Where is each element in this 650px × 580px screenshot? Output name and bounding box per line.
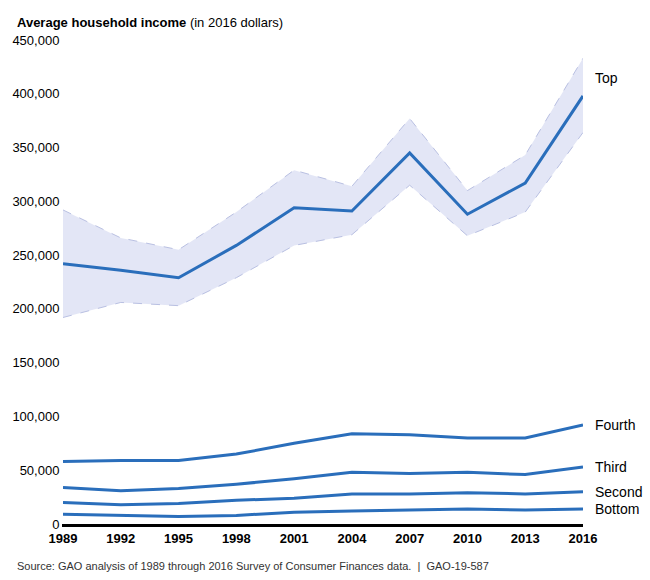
svg-text:Top: Top [595,70,618,86]
svg-text:0: 0 [52,517,59,532]
svg-text:50,000: 50,000 [20,463,60,478]
svg-text:2010: 2010 [453,531,482,546]
svg-text:2007: 2007 [395,531,424,546]
svg-text:1995: 1995 [164,531,193,546]
svg-text:1989: 1989 [49,531,78,546]
svg-text:Average household income (in 2: Average household income (in 2016 dollar… [17,15,283,30]
svg-text:400,000: 400,000 [12,86,59,101]
svg-text:200,000: 200,000 [12,301,59,316]
svg-text:300,000: 300,000 [12,194,59,209]
svg-text:350,000: 350,000 [12,140,59,155]
svg-text:2016: 2016 [569,531,598,546]
svg-text:2013: 2013 [511,531,540,546]
svg-text:Source: GAO analysis of 1989 t: Source: GAO analysis of 1989 through 201… [17,560,489,572]
svg-text:150,000: 150,000 [12,355,59,370]
svg-text:2004: 2004 [337,531,367,546]
svg-text:Third: Third [595,459,627,475]
svg-text:Bottom: Bottom [595,501,639,517]
svg-text:Second: Second [595,484,642,500]
svg-text:2001: 2001 [280,531,309,546]
svg-text:1992: 1992 [106,531,135,546]
svg-text:450,000: 450,000 [12,33,59,48]
svg-text:250,000: 250,000 [12,248,59,263]
svg-text:1998: 1998 [222,531,251,546]
svg-text:Fourth: Fourth [595,417,635,433]
svg-text:100,000: 100,000 [12,409,59,424]
